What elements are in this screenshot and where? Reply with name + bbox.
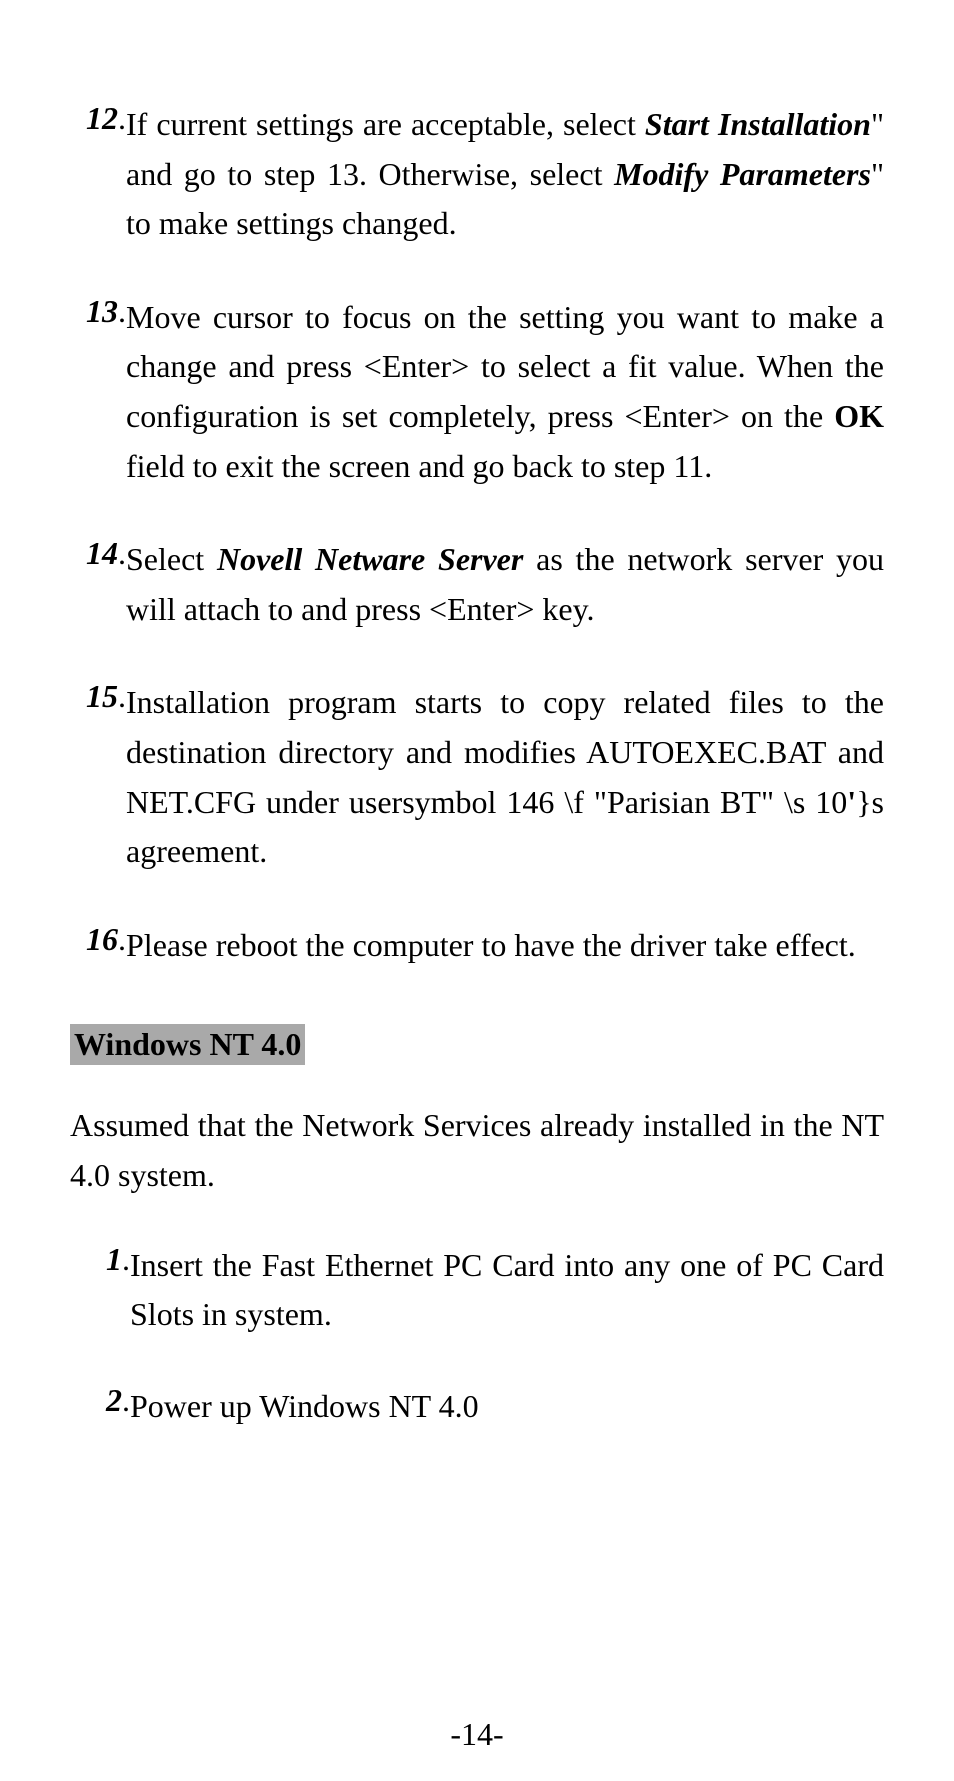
text-segment: Start Installation bbox=[645, 106, 871, 142]
text-segment: Novell Netware Server bbox=[217, 541, 523, 577]
item-dot: . bbox=[118, 678, 126, 715]
list-item: 15.Installation program starts to copy r… bbox=[70, 678, 884, 876]
item-dot: . bbox=[118, 293, 126, 330]
list-item: 12.If current settings are acceptable, s… bbox=[70, 100, 884, 249]
item-number: 14 bbox=[70, 535, 118, 572]
text-segment: Modify Parameters bbox=[614, 156, 871, 192]
item-dot: . bbox=[118, 535, 126, 572]
item-number: 15 bbox=[70, 678, 118, 715]
paragraph: Assumed that the Network Services alread… bbox=[70, 1101, 884, 1200]
text-segment: If current settings are acceptable, sele… bbox=[126, 106, 645, 142]
item-text: If current settings are acceptable, sele… bbox=[126, 100, 884, 249]
item-text: Insert the Fast Ethernet PC Card into an… bbox=[130, 1241, 884, 1340]
text-segment: Move cursor to focus on the setting you … bbox=[126, 299, 884, 434]
item-dot: . bbox=[122, 1382, 130, 1419]
list-item: 14.Select Novell Netware Server as the n… bbox=[70, 535, 884, 634]
page-number: -14- bbox=[0, 1716, 954, 1753]
item-text: Please reboot the computer to have the d… bbox=[126, 921, 884, 971]
item-number: 12 bbox=[70, 100, 118, 137]
text-segment: field to exit the screen and go back to … bbox=[126, 448, 712, 484]
sub-numbered-list: 1.Insert the Fast Ethernet PC Card into … bbox=[70, 1241, 884, 1432]
text-segment: OK bbox=[834, 398, 884, 434]
item-dot: . bbox=[118, 921, 126, 958]
item-text: Power up Windows NT 4.0 bbox=[130, 1382, 884, 1432]
item-number: 2 bbox=[90, 1382, 122, 1419]
text-segment: Insert the Fast Ethernet PC Card into an… bbox=[130, 1247, 884, 1333]
item-dot: . bbox=[118, 100, 126, 137]
item-text: Installation program starts to copy rela… bbox=[126, 678, 884, 876]
list-item: 1.Insert the Fast Ethernet PC Card into … bbox=[90, 1241, 884, 1340]
text-segment: ' bbox=[847, 784, 856, 820]
section-heading: Windows NT 4.0 bbox=[70, 1024, 305, 1065]
list-item: 2.Power up Windows NT 4.0 bbox=[90, 1382, 884, 1432]
list-item: 13.Move cursor to focus on the setting y… bbox=[70, 293, 884, 491]
text-segment: Installation program starts to copy rela… bbox=[126, 684, 884, 819]
text-segment: Please reboot the computer to have the d… bbox=[126, 927, 856, 963]
list-item: 16.Please reboot the computer to have th… bbox=[70, 921, 884, 971]
text-segment: Power up Windows NT 4.0 bbox=[130, 1388, 479, 1424]
item-number: 1 bbox=[90, 1241, 122, 1278]
item-number: 16 bbox=[70, 921, 118, 958]
item-number: 13 bbox=[70, 293, 118, 330]
numbered-list: 12.If current settings are acceptable, s… bbox=[70, 100, 884, 970]
item-text: Select Novell Netware Server as the netw… bbox=[126, 535, 884, 634]
text-segment: Select bbox=[126, 541, 217, 577]
item-text: Move cursor to focus on the setting you … bbox=[126, 293, 884, 491]
item-dot: . bbox=[122, 1241, 130, 1278]
